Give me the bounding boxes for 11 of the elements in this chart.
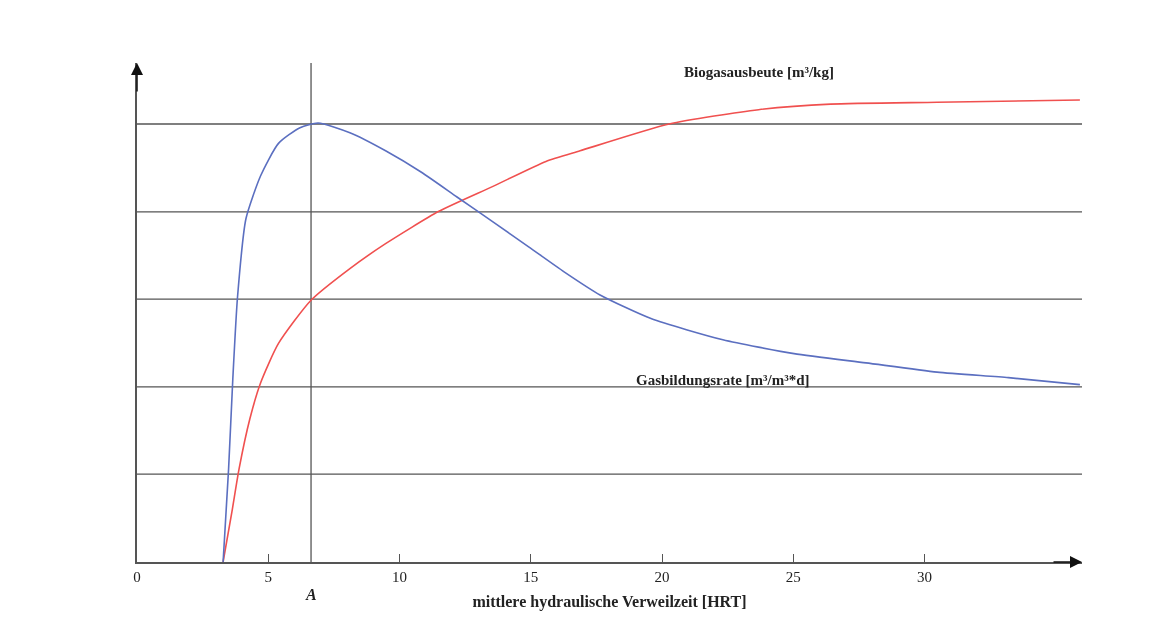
x-tick-label: 30 — [917, 568, 932, 585]
series-label: Gasbildungsrate [m³/m³*d] — [636, 372, 810, 388]
x-tick-label: 25 — [785, 568, 801, 585]
ref-line-label: A — [305, 586, 317, 603]
x-tick-label: 5 — [264, 568, 272, 585]
x-tick-label: 15 — [523, 568, 539, 585]
x-axis-title: mittlere hydraulische Verweilzeit [HRT] — [472, 592, 747, 611]
series-label: Biogasausbeute [m³/kg] — [684, 64, 834, 80]
x-tick-label: 0 — [133, 568, 141, 585]
x-tick-label: 20 — [654, 568, 670, 585]
x-tick-label: 10 — [392, 568, 407, 585]
